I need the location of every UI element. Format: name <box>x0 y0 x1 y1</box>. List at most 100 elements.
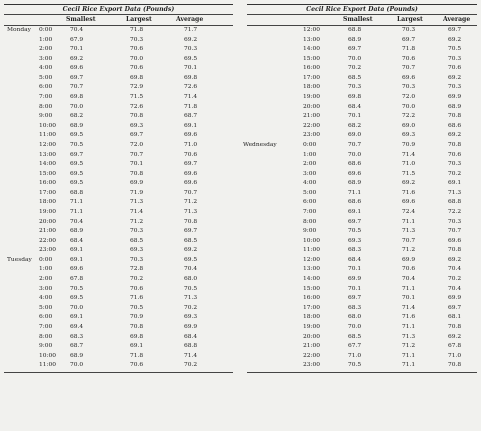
table-row: 1:00 69.6 72.8 70.4 <box>4 265 233 275</box>
hour-cell: 15:00 <box>303 55 320 62</box>
table-row: 6:00 69.1 70.9 69.3 <box>4 313 233 323</box>
smallest-cell: 68.3 <box>70 333 84 340</box>
smallest-cell: 69.5 <box>70 170 84 177</box>
largest-cell: 71.6 <box>130 295 144 302</box>
header-average: Average <box>176 16 204 23</box>
average-cell: 69.2 <box>448 74 462 81</box>
average-cell: 70.2 <box>448 170 462 177</box>
smallest-cell: 68.9 <box>348 36 362 43</box>
table-row: 6:00 70.7 72.9 72.6 <box>4 83 233 93</box>
largest-cell: 70.3 <box>130 36 144 43</box>
largest-cell: 72.4 <box>402 208 416 215</box>
average-cell: 71.4 <box>184 94 198 101</box>
hour-cell: 5:00 <box>39 304 53 311</box>
smallest-cell: 70.5 <box>70 285 84 292</box>
table-bottom-rule <box>247 371 477 373</box>
table-body-right: 12:00 68.8 70.3 69.7 13:00 68.9 69.7 69.2 14:00 6… <box>243 26 477 371</box>
largest-cell: 71.9 <box>130 189 144 196</box>
table-row: 15:00 69.5 70.8 69.6 <box>4 170 233 180</box>
header-smallest: Smallest <box>66 16 96 23</box>
hour-cell: 23:00 <box>303 132 320 139</box>
smallest-cell: 68.4 <box>348 103 362 110</box>
table-row: 18:00 70.3 70.3 70.3 <box>247 83 477 93</box>
average-cell: 69.2 <box>184 36 198 43</box>
smallest-cell: 70.0 <box>70 304 84 311</box>
average-cell: 70.4 <box>184 266 198 273</box>
hour-cell: 7:00 <box>39 323 53 330</box>
smallest-cell: 71.1 <box>70 199 84 206</box>
largest-cell: 69.6 <box>402 74 416 81</box>
largest-cell: 69.3 <box>130 122 144 129</box>
hour-cell: 6:00 <box>39 84 53 91</box>
smallest-cell: 68.8 <box>348 27 362 33</box>
largest-cell: 71.2 <box>130 218 144 225</box>
hour-cell: 16:00 <box>303 295 320 302</box>
smallest-cell: 69.2 <box>70 55 84 62</box>
hour-cell: 13:00 <box>303 36 320 43</box>
table-row: 11:00 70.0 70.6 70.2 <box>4 361 233 371</box>
average-cell: 71.7 <box>184 27 198 33</box>
hour-cell: 2:00 <box>39 276 53 283</box>
largest-cell: 70.6 <box>402 55 416 62</box>
largest-cell: 70.2 <box>130 276 144 283</box>
hour-cell: 18:00 <box>39 199 56 206</box>
smallest-cell: 68.4 <box>348 256 362 263</box>
table-row: 8:00 68.3 69.8 68.4 <box>4 333 233 343</box>
average-cell: 68.0 <box>184 276 198 283</box>
table-row: 8:00 69.7 71.1 70.3 <box>247 218 477 228</box>
smallest-cell: 68.9 <box>348 180 362 187</box>
table-row: 16:00 69.7 70.1 69.9 <box>247 294 477 304</box>
table-row: 17:00 68.8 71.9 70.7 <box>4 189 233 199</box>
smallest-cell: 70.4 <box>70 218 84 225</box>
largest-cell: 72.0 <box>130 141 144 148</box>
smallest-cell: 70.2 <box>348 65 362 72</box>
largest-cell: 71.0 <box>402 161 416 168</box>
table-row: 7:00 69.8 71.5 71.4 <box>4 93 233 103</box>
table-row: 18:00 68.0 71.6 68.1 <box>247 313 477 323</box>
smallest-cell: 70.5 <box>348 362 362 369</box>
average-cell: 70.5 <box>184 285 198 292</box>
largest-cell: 70.3 <box>402 84 416 91</box>
average-cell: 70.8 <box>448 362 462 369</box>
average-cell: 69.3 <box>184 314 198 321</box>
hour-cell: 19:00 <box>303 94 320 101</box>
table-row: 11:00 68.3 71.2 70.8 <box>247 246 477 256</box>
average-cell: 71.4 <box>184 352 198 359</box>
largest-cell: 72.2 <box>402 113 416 120</box>
largest-cell: 69.8 <box>130 74 144 81</box>
table-row: 16:00 69.5 69.9 69.6 <box>4 179 233 189</box>
hour-cell: 0:00 <box>39 256 53 263</box>
largest-cell: 69.3 <box>130 247 144 254</box>
hour-cell: 4:00 <box>39 295 53 302</box>
largest-cell: 69.3 <box>402 132 416 139</box>
average-cell: 70.2 <box>184 362 198 369</box>
smallest-cell: 70.1 <box>70 46 84 53</box>
average-cell: 70.4 <box>448 285 462 292</box>
largest-cell: 70.8 <box>130 113 144 120</box>
average-cell: 67.8 <box>448 343 462 350</box>
smallest-cell: 68.6 <box>348 161 362 168</box>
column-header-row: Smallest Largest Average <box>4 15 233 26</box>
column-header-row: Smallest Largest Average <box>247 15 477 26</box>
table-title: Cecil Rice Export Data (Pounds) <box>4 5 233 15</box>
smallest-cell: 71.1 <box>348 189 362 196</box>
smallest-cell: 68.8 <box>70 189 84 196</box>
smallest-cell: 70.3 <box>348 84 362 91</box>
largest-cell: 70.6 <box>130 285 144 292</box>
header-largest: Largest <box>126 16 152 23</box>
average-cell: 69.7 <box>448 27 462 33</box>
smallest-cell: 69.8 <box>348 94 362 101</box>
average-cell: 69.5 <box>184 256 198 263</box>
table-row: 22:00 68.4 68.5 68.5 <box>4 237 233 247</box>
largest-cell: 70.7 <box>402 65 416 72</box>
smallest-cell: 70.7 <box>70 84 84 91</box>
smallest-cell: 68.4 <box>70 237 84 244</box>
largest-cell: 72.8 <box>130 266 144 273</box>
largest-cell: 69.7 <box>130 132 144 139</box>
average-cell: 71.3 <box>448 189 462 196</box>
table-row: Monday 0:00 70.4 71.8 71.7 <box>4 26 233 36</box>
hour-cell: 17:00 <box>39 189 56 196</box>
table-row: 23:00 69.1 69.3 69.2 <box>4 246 233 256</box>
average-cell: 69.6 <box>184 132 198 139</box>
hour-cell: 0:00 <box>303 141 317 148</box>
